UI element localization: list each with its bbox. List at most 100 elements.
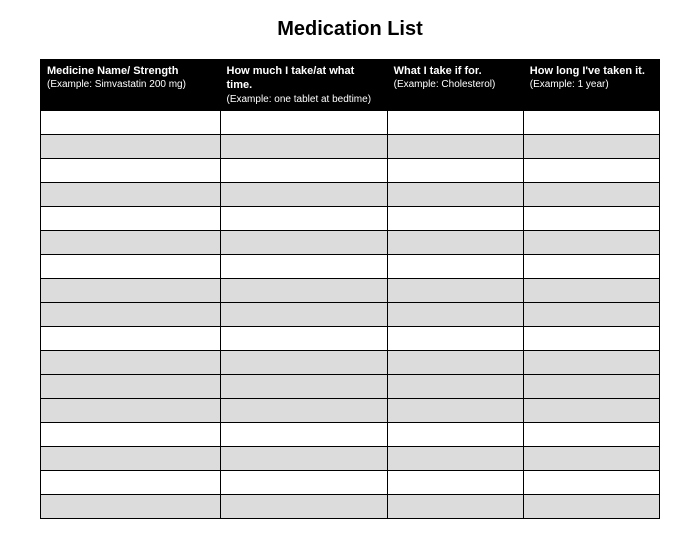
table-row — [41, 326, 660, 350]
table-cell — [387, 398, 523, 422]
column-header-title: How much I take/at what time. — [227, 64, 381, 93]
table-cell — [41, 182, 221, 206]
table-cell — [523, 398, 659, 422]
table-row — [41, 254, 660, 278]
table-cell — [220, 110, 387, 134]
table-cell — [523, 470, 659, 494]
table-cell — [387, 494, 523, 518]
column-header-title: What I take if for. — [394, 64, 517, 78]
table-row — [41, 302, 660, 326]
table-cell — [387, 158, 523, 182]
table-cell — [220, 206, 387, 230]
table-row — [41, 446, 660, 470]
table-cell — [220, 374, 387, 398]
table-cell — [523, 110, 659, 134]
table-cell — [220, 446, 387, 470]
table-cell — [41, 278, 221, 302]
table-cell — [220, 470, 387, 494]
table-cell — [220, 182, 387, 206]
table-cell — [387, 446, 523, 470]
column-header-example: (Example: Cholesterol) — [394, 78, 517, 91]
column-header: Medicine Name/ Strength(Example: Simvast… — [41, 60, 221, 111]
table-cell — [523, 422, 659, 446]
table-row — [41, 350, 660, 374]
table-cell — [523, 158, 659, 182]
table-row — [41, 230, 660, 254]
table-cell — [41, 422, 221, 446]
medication-table: Medicine Name/ Strength(Example: Simvast… — [40, 59, 660, 519]
table-cell — [387, 326, 523, 350]
table-cell — [387, 110, 523, 134]
table-cell — [41, 254, 221, 278]
table-cell — [523, 446, 659, 470]
column-header: How long I've taken it.(Example: 1 year) — [523, 60, 659, 111]
table-row — [41, 110, 660, 134]
table-cell — [41, 230, 221, 254]
table-cell — [220, 134, 387, 158]
table-cell — [387, 182, 523, 206]
table-row — [41, 494, 660, 518]
table-cell — [220, 254, 387, 278]
table-row — [41, 158, 660, 182]
column-header: How much I take/at what time.(Example: o… — [220, 60, 387, 111]
table-cell — [523, 350, 659, 374]
page-title: Medication List — [40, 18, 660, 41]
table-body — [41, 110, 660, 518]
table-cell — [41, 206, 221, 230]
table-cell — [387, 350, 523, 374]
table-cell — [41, 398, 221, 422]
table-cell — [387, 230, 523, 254]
table-row — [41, 398, 660, 422]
table-row — [41, 134, 660, 158]
table-cell — [387, 422, 523, 446]
table-cell — [41, 110, 221, 134]
column-header-example: (Example: Simvastatin 200 mg) — [47, 78, 214, 91]
table-cell — [220, 398, 387, 422]
column-header: What I take if for.(Example: Cholesterol… — [387, 60, 523, 111]
table-cell — [41, 326, 221, 350]
column-header-example: (Example: 1 year) — [530, 78, 653, 91]
table-cell — [220, 302, 387, 326]
table-row — [41, 182, 660, 206]
table-cell — [387, 254, 523, 278]
table-cell — [41, 134, 221, 158]
table-row — [41, 470, 660, 494]
table-cell — [41, 494, 221, 518]
column-header-title: How long I've taken it. — [530, 64, 653, 78]
table-cell — [387, 470, 523, 494]
table-cell — [41, 302, 221, 326]
table-cell — [220, 326, 387, 350]
table-cell — [523, 254, 659, 278]
table-cell — [523, 326, 659, 350]
column-header-title: Medicine Name/ Strength — [47, 64, 214, 78]
table-row — [41, 278, 660, 302]
table-cell — [220, 350, 387, 374]
table-cell — [523, 134, 659, 158]
table-cell — [41, 446, 221, 470]
table-row — [41, 374, 660, 398]
table-cell — [220, 158, 387, 182]
table-cell — [523, 374, 659, 398]
table-cell — [220, 422, 387, 446]
table-cell — [220, 230, 387, 254]
table-cell — [220, 494, 387, 518]
table-cell — [41, 374, 221, 398]
table-cell — [387, 206, 523, 230]
table-cell — [523, 494, 659, 518]
table-cell — [523, 206, 659, 230]
table-cell — [387, 302, 523, 326]
table-cell — [41, 470, 221, 494]
table-cell — [387, 374, 523, 398]
table-cell — [220, 278, 387, 302]
table-cell — [387, 278, 523, 302]
table-cell — [387, 134, 523, 158]
table-row — [41, 422, 660, 446]
table-row — [41, 206, 660, 230]
table-cell — [41, 158, 221, 182]
table-cell — [523, 278, 659, 302]
column-header-example: (Example: one tablet at bedtime) — [227, 93, 381, 106]
table-header-row: Medicine Name/ Strength(Example: Simvast… — [41, 60, 660, 111]
table-cell — [523, 230, 659, 254]
table-cell — [523, 182, 659, 206]
table-cell — [41, 350, 221, 374]
